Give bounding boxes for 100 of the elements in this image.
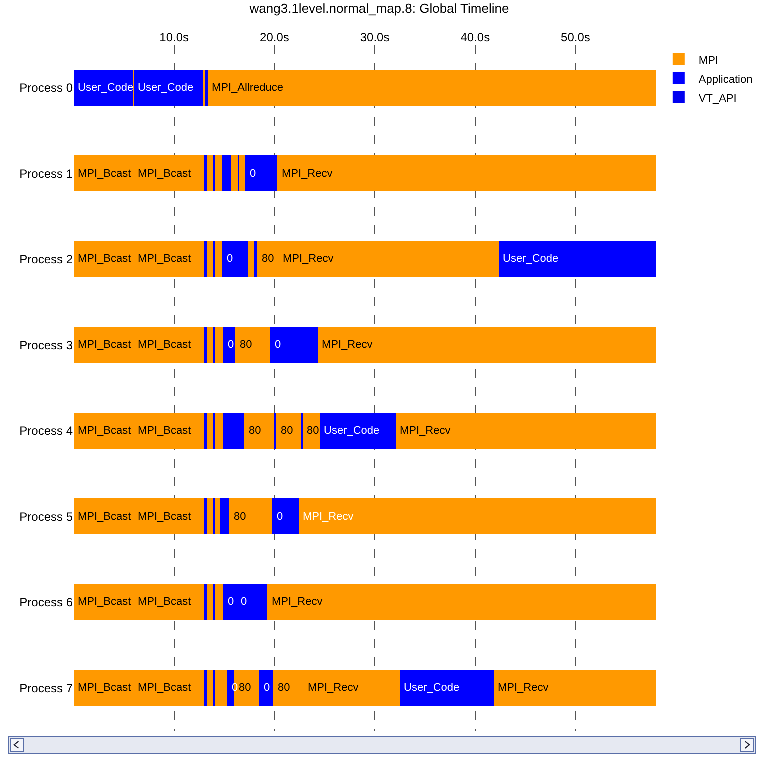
annotation: MPI_Bcast [78,253,132,265]
bar [244,412,275,449]
bar [207,327,214,364]
annotation: MPI_Bcast [78,511,132,523]
bar [205,70,208,106]
annotation: 80 [281,425,294,437]
annotation: 80 [239,682,252,694]
annotation: 0 [277,511,284,523]
bar [318,327,656,364]
bar [254,241,258,278]
annotation: User_Code [404,682,460,694]
y-tick-label: Process 6 [20,596,74,610]
x-tick-label: 40.0s [460,30,490,45]
bar [207,498,214,535]
y-tick-label: Process 7 [20,681,74,696]
annotation: MPI_Bcast [138,511,192,523]
annotation: 80 [249,425,262,437]
bar [234,670,260,706]
y-tick-label: Process 3 [20,338,74,352]
x-tick-label: 10.0s [160,30,190,45]
bar [208,70,656,106]
annotation: MPI_Recv [283,253,334,265]
y-tick-label: Process 4 [20,424,74,438]
annotation: User_Code [503,253,559,265]
bar [215,412,224,449]
bar [499,241,656,278]
annotation: MPI_Bcast [138,253,192,265]
bar [204,412,208,449]
bar [396,412,656,449]
bar [207,156,214,192]
annotation: 80 [307,425,320,437]
bar [248,241,255,278]
bar [320,412,396,449]
annotation: MPI_Bcast [138,682,192,694]
bar [204,498,208,535]
annotation: MPI_Bcast [78,168,132,180]
bar [207,412,214,449]
annotation: MPI_Allreduce [212,82,284,94]
annotation: 0 [228,596,234,608]
bar [207,584,214,620]
annotation: MPI_Bcast [138,596,192,608]
bar [268,584,656,620]
bar [204,327,208,364]
annotation: 0 [275,339,282,351]
bar [204,584,208,620]
bar [204,156,208,192]
annotation: 80 [240,339,252,351]
legend-label: VT_API [698,92,737,105]
annotation: 0 [227,253,234,265]
bar [207,241,214,278]
annotation: User_Code [138,82,194,94]
bar [246,156,278,192]
bar [215,584,224,620]
annotation: User_Code [324,425,380,437]
bar [298,498,656,535]
annotation: MPI_Bcast [78,682,132,694]
bar [222,241,249,278]
annotation: MPI_Recv [272,596,324,608]
bar [270,327,318,364]
annotation: MPI_Recv [498,682,550,694]
bar [204,241,208,278]
annotation: MPI_Recv [308,682,360,694]
legend-label: MPI [698,54,718,67]
bar [272,498,299,535]
y-tick-label: Process 1 [20,166,74,181]
bar [215,327,224,364]
bar [222,156,232,192]
annotation: MPI_Bcast [78,425,132,437]
bar [236,327,271,364]
bar [220,498,230,535]
bar [276,412,301,449]
annotation: 80 [234,511,246,523]
bar [302,412,320,449]
annotation: MPI_Bcast [78,339,132,351]
x-tick-label: 20.0s [260,30,290,45]
annotation: 0 [241,596,248,608]
bar [204,670,208,706]
bar [230,498,273,535]
bar [224,327,236,364]
bar [494,670,656,706]
x-tick-label: 50.0s [561,30,590,45]
annotation: MPI_Bcast [138,168,192,180]
annotation: 80 [278,682,290,694]
bar [207,670,214,706]
bar [260,670,274,706]
legend-label: Application [698,74,753,86]
y-tick-label: Process 5 [20,510,74,524]
bar [215,670,228,706]
bar [278,156,656,192]
annotation: MPI_Bcast [138,339,192,351]
annotation: 0 [264,682,270,694]
annotation: MPI_Recv [322,339,374,351]
annotation: MPI_Recv [400,425,452,437]
annotation: MPI_Bcast [78,596,132,608]
annotation: 80 [262,253,274,265]
annotation: MPI_Recv [282,168,334,180]
y-tick-label: Process 0 [20,81,74,96]
bar [400,670,494,706]
bar [215,498,220,535]
annotation: MPI_Recv [303,511,354,523]
